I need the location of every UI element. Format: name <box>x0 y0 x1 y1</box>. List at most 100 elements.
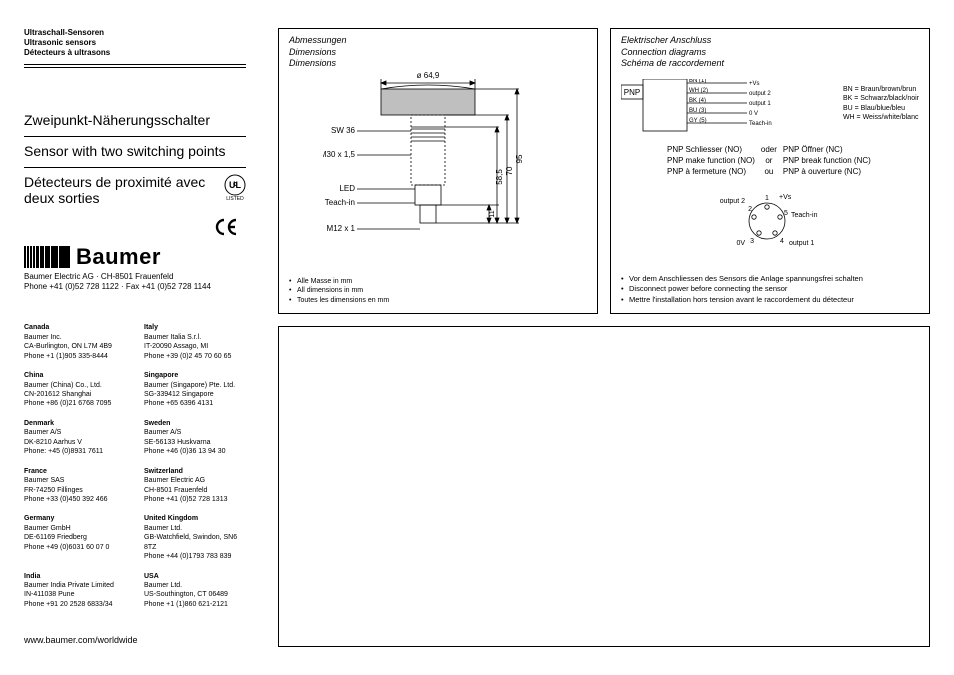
dim-95: 95 <box>515 154 524 163</box>
pnp-r2a: PNP make function (NO) <box>667 156 761 167</box>
contact-item: DenmarkBaumer A/SDK-8210 Aarhus VPhone: … <box>24 419 126 457</box>
conn-note-2: Disconnect power before connecting the s… <box>621 284 919 295</box>
pin-n3: 3 <box>750 238 754 245</box>
contact-country: Singapore <box>144 371 246 380</box>
pnp-r1b: PNP Öffner (NC) <box>783 145 877 156</box>
contact-l2: DE-61169 Friedberg <box>24 533 126 542</box>
divider <box>24 167 246 168</box>
company-line-2: Phone +41 (0)52 728 1122 · Fax +41 (0)52… <box>24 282 246 291</box>
contact-l2: FR-74250 Fillinges <box>24 486 126 495</box>
dims-notes: Alle Masse in mm All dimensions in mm To… <box>289 277 389 305</box>
divider <box>24 67 246 68</box>
contact-l1: Baumer GmbH <box>24 524 126 533</box>
contact-item: USABaumer Ltd.US-Southington, CT 06489Ph… <box>144 572 246 610</box>
contact-country: France <box>24 467 126 476</box>
contact-l1: Baumer A/S <box>144 428 246 437</box>
contact-country: Italy <box>144 323 246 332</box>
contact-l2: US-Southington, CT 06489 <box>144 590 246 599</box>
wire-gy-t: Teach-in <box>749 121 772 127</box>
contact-item: United KingdomBaumer Ltd.GB-Watchfield, … <box>144 514 246 561</box>
contact-l2: SE-56133 Huskvarna <box>144 438 246 447</box>
contact-l2: DK-8210 Aarhus V <box>24 438 126 447</box>
contact-l3: Phone +39 (0)2 45 70 60 65 <box>144 352 246 361</box>
conn-h3: Schéma de raccordement <box>621 58 919 70</box>
title-block: Zweipunkt-Näherungsschalter Sensor with … <box>24 112 246 238</box>
wire-wh: WH (2) <box>689 88 708 94</box>
contact-l3: Phone +91 20 2528 6833/34 <box>24 600 126 609</box>
contact-item: SingaporeBaumer (Singapore) Pte. Ltd.SG-… <box>144 371 246 409</box>
legend-bn: BN = Braun/brown/brun <box>843 85 919 94</box>
conn-note-1: Vor dem Anschliessen des Sensors die Anl… <box>621 274 919 285</box>
contact-l3: Phone +1 (1)905 335-8444 <box>24 352 126 361</box>
pin-2-label: output 2 <box>720 198 745 205</box>
brand-logo: Baumer <box>24 244 246 270</box>
lower-panel <box>278 326 930 647</box>
contact-l2: IT-20090 Assago, MI <box>144 342 246 351</box>
wire-bn: BN (1) <box>689 79 706 84</box>
svg-text:UL: UL <box>229 180 241 190</box>
legend-bk: BK = Schwarz/black/noir <box>843 94 919 103</box>
title-fr: Détecteurs de proximité avec deux sortie… <box>24 174 214 206</box>
legend-bu: BU = Blau/blue/bleu <box>843 104 919 113</box>
header-l2: Ultrasonic sensors <box>24 38 246 48</box>
pnp-or3: ou <box>761 167 783 178</box>
ce-mark-icon <box>24 218 246 238</box>
pnp-r2b: PNP break function (NC) <box>783 156 877 167</box>
contact-country: China <box>24 371 126 380</box>
title-en: Sensor with two switching points <box>24 143 246 159</box>
divider <box>24 136 246 137</box>
header-l3: Détecteurs à ultrasons <box>24 48 246 58</box>
contact-country: Switzerland <box>144 467 246 476</box>
conn-h1: Elektrischer Anschluss <box>621 35 919 47</box>
left-column: Ultraschall-Sensoren Ultrasonic sensors … <box>24 28 246 647</box>
color-legend: BN = Braun/brown/brun BK = Schwarz/black… <box>843 85 919 123</box>
m12-connector-diagram: 1 2 3 4 5 +Vs output 2 0V output 1 Teach… <box>707 193 857 253</box>
dim-note-1: Alle Masse in mm <box>289 277 389 286</box>
contact-item: ChinaBaumer (China) Co., Ltd.CN-201612 S… <box>24 371 126 409</box>
contact-l3: Phone +86 (0)21 6768 7095 <box>24 399 126 408</box>
contact-l1: Baumer A/S <box>24 428 126 437</box>
contact-country: Canada <box>24 323 126 332</box>
contact-l3: Phone +33 (0)450 392 466 <box>24 495 126 504</box>
contacts-grid: CanadaBaumer Inc.CA-Burlington, ON L7M 4… <box>24 323 246 609</box>
dim-585: 58,5 <box>495 169 504 185</box>
dims-h3: Dimensions <box>289 58 587 70</box>
divider <box>24 64 246 65</box>
connection-notes: Vor dem Anschliessen des Sensors die Anl… <box>621 274 919 306</box>
contact-country: Sweden <box>144 419 246 428</box>
contact-l1: Baumer Italia S.r.l. <box>144 333 246 342</box>
sensor-drawing: ø 64,9 SW 36 M30 x 1,5 LED Teach-in M12 … <box>323 71 553 271</box>
pnp-or1: oder <box>761 145 783 156</box>
contact-item: FranceBaumer SASFR-74250 FillingesPhone … <box>24 467 126 505</box>
logo-squares-icon <box>24 246 70 268</box>
contact-country: Germany <box>24 514 126 523</box>
contact-item: SwitzerlandBaumer Electric AGCH-8501 Fra… <box>144 467 246 505</box>
pin-4-label: output 1 <box>789 240 814 247</box>
dim-sw: SW 36 <box>331 126 356 135</box>
contact-l3: Phone: +45 (0)8931 7611 <box>24 447 126 456</box>
company-line-1: Baumer Electric AG · CH-8501 Frauenfeld <box>24 272 246 281</box>
pnp-r3b: PNP à ouverture (NC) <box>783 167 877 178</box>
pnp-r3a: PNP à fermeture (NO) <box>667 167 761 178</box>
conn-note-3: Mettre l'installation hors tension avant… <box>621 295 919 306</box>
dim-teach: Teach-in <box>325 198 355 207</box>
dim-70: 70 <box>505 166 514 175</box>
contact-item: ItalyBaumer Italia S.r.l.IT-20090 Assago… <box>144 323 246 361</box>
pin-5-label: Teach-in <box>791 212 818 219</box>
contact-l2: CN-201612 Shanghai <box>24 390 126 399</box>
pin-n5: 5 <box>784 210 788 217</box>
pnp-or2: or <box>761 156 783 167</box>
contact-l1: Baumer (China) Co., Ltd. <box>24 381 126 390</box>
pnp-function-table: PNP Schliesser (NO)oderPNP Öffner (NC) P… <box>667 145 877 177</box>
wire-wh-t: output 2 <box>749 91 771 97</box>
contact-l1: Baumer India Private Limited <box>24 581 126 590</box>
contact-item: GermanyBaumer GmbHDE-61169 FriedbergPhon… <box>24 514 126 561</box>
contact-country: United Kingdom <box>144 514 246 523</box>
contact-l3: Phone +49 (0)6031 60 07 0 <box>24 543 126 552</box>
pin-n2: 2 <box>748 206 752 213</box>
wire-bk-t: output 1 <box>749 101 771 107</box>
pnp-box-label: PNP <box>624 88 640 97</box>
contact-item: IndiaBaumer India Private LimitedIN-4110… <box>24 572 126 610</box>
dims-h2: Dimensions <box>289 47 587 59</box>
contact-item: CanadaBaumer Inc.CA-Burlington, ON L7M 4… <box>24 323 126 361</box>
